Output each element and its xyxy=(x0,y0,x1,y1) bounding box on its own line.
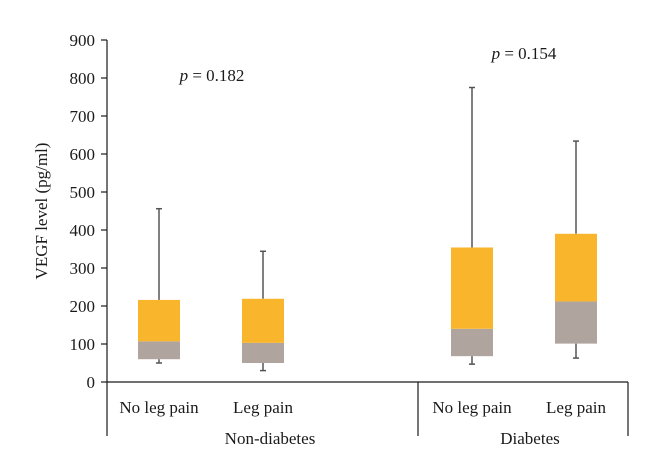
x-axis-categories: No leg pain Leg pain Non-diabetes No leg pa… xyxy=(106,382,629,448)
y-tick-label: 100 xyxy=(70,335,96,354)
group-diabetes: p = 0.154 xyxy=(451,44,597,365)
category-label: No leg pain xyxy=(432,398,512,417)
lower-box-segment xyxy=(138,341,180,360)
y-tick-label: 400 xyxy=(70,221,96,240)
box-no-leg-pain xyxy=(138,207,180,364)
y-tick-label: 700 xyxy=(70,107,96,126)
p-value-annotation: p = 0.182 xyxy=(179,66,245,85)
lower-box-segment xyxy=(451,328,493,357)
group-label: Diabetes xyxy=(500,429,559,448)
box-leg-pain xyxy=(555,140,597,359)
upper-box-segment xyxy=(451,247,493,329)
y-tick-label: 200 xyxy=(70,297,96,316)
p-value-text: = 0.154 xyxy=(500,44,557,63)
category-label: Leg pain xyxy=(546,398,606,417)
y-tick-label: 500 xyxy=(70,183,96,202)
upper-box-segment xyxy=(242,298,284,343)
group-non-diabetes: p = 0.182 xyxy=(138,66,284,372)
box-no-leg-pain xyxy=(451,86,493,365)
p-symbol: p xyxy=(491,44,501,63)
lower-box-segment xyxy=(242,342,284,363)
p-value-text: = 0.182 xyxy=(188,66,244,85)
y-tick-label: 600 xyxy=(70,145,96,164)
y-tick-label: 300 xyxy=(70,259,96,278)
category-label: No leg pain xyxy=(119,398,199,417)
y-axis-label: VEGF level (pg/ml) xyxy=(32,143,51,280)
y-tick-label: 900 xyxy=(70,31,96,50)
y-axis: 0 100 200 300 400 500 600 700 800 900 xyxy=(70,31,108,392)
group-label: Non-diabetes xyxy=(225,429,316,448)
p-value-annotation: p = 0.154 xyxy=(491,44,557,63)
y-tick-label: 0 xyxy=(87,373,96,392)
category-label: Leg pain xyxy=(233,398,293,417)
y-tick-label: 800 xyxy=(70,69,96,88)
p-symbol: p xyxy=(179,66,189,85)
upper-box-segment xyxy=(138,299,180,342)
lower-box-segment xyxy=(555,301,597,344)
box-leg-pain xyxy=(242,250,284,372)
upper-box-segment xyxy=(555,233,597,302)
